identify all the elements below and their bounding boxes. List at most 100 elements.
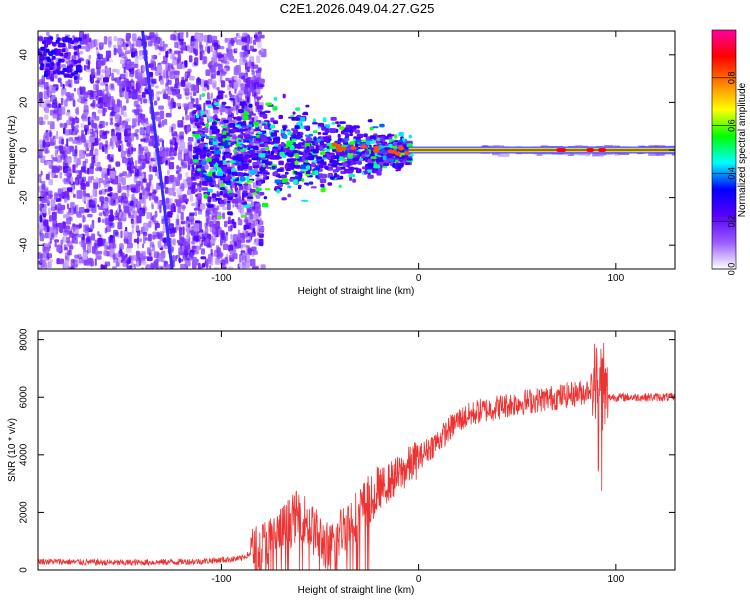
signal-blob (248, 149, 255, 155)
noise-speckle (131, 183, 136, 188)
signal-blob (280, 175, 285, 179)
noise-speckle (139, 238, 143, 243)
noise-speckle (40, 55, 44, 60)
signal-blob (293, 134, 297, 139)
noise-speckle (250, 258, 256, 267)
noise-speckle (172, 59, 178, 66)
signal-blob (338, 184, 342, 188)
noise-speckle (93, 83, 99, 91)
noise-speckle (118, 195, 124, 203)
signal-blob (261, 159, 269, 164)
noise-speckle (110, 118, 113, 123)
noise-speckle (48, 194, 54, 198)
noise-speckle (131, 219, 135, 228)
noise-speckle (118, 76, 122, 80)
noise-speckle (178, 82, 182, 87)
noise-speckle (85, 231, 89, 237)
noise-speckle (177, 204, 182, 214)
noise-speckle (95, 96, 99, 101)
y-tick-label: 8000 (19, 328, 30, 351)
signal-blob (298, 152, 304, 155)
noise-speckle (58, 103, 61, 109)
carrier-hotspot (600, 148, 607, 152)
noise-speckle (121, 252, 125, 262)
noise-speckle (52, 110, 58, 114)
signal-blob (321, 126, 327, 131)
noise-speckle (177, 93, 182, 100)
signal-blob (194, 220, 201, 224)
spectrogram-x-label: Height of straight line (km) (298, 286, 415, 297)
x-tick-label: 100 (607, 273, 624, 284)
noise-speckle (196, 182, 200, 187)
noise-speckle (111, 99, 116, 107)
noise-speckle (220, 111, 223, 116)
noise-speckle (223, 235, 228, 242)
noise-speckle (123, 194, 127, 201)
signal-blob (272, 106, 278, 111)
noise-speckle (205, 113, 211, 119)
noise-speckle (132, 210, 138, 219)
noise-speckle (203, 102, 206, 112)
signal-blob (193, 207, 199, 211)
signal-blob (397, 142, 403, 146)
noise-speckle (117, 221, 123, 230)
noise-speckle (204, 126, 209, 134)
noise-speckle (120, 150, 126, 159)
noise-speckle (146, 264, 150, 269)
noise-speckle (181, 135, 184, 140)
noise-speckle (74, 239, 77, 244)
noise-speckle (62, 166, 68, 173)
noise-speckle (172, 255, 176, 263)
signal-blob (314, 170, 319, 176)
signal-blob (197, 168, 201, 172)
signal-blob (273, 130, 279, 133)
noise-speckle (69, 146, 74, 152)
noise-speckle (239, 51, 244, 58)
noise-speckle (65, 37, 70, 42)
noise-speckle (38, 174, 42, 183)
noise-speckle (232, 135, 236, 140)
signal-blob (235, 143, 240, 147)
signal-blob (253, 121, 260, 126)
signal-blob (286, 158, 291, 163)
noise-speckle (161, 256, 165, 263)
signal-blob (231, 198, 239, 204)
noise-speckle (114, 123, 119, 127)
signal-blob (339, 175, 344, 180)
noise-speckle (165, 264, 171, 269)
signal-blob (250, 135, 256, 139)
noise-speckle (109, 209, 113, 218)
noise-speckle (165, 50, 169, 58)
noise-speckle (212, 227, 218, 235)
noise-speckle (249, 213, 254, 220)
noise-speckle (131, 86, 135, 91)
noise-speckle (108, 59, 114, 63)
noise-speckle (142, 65, 146, 72)
signal-blob (239, 101, 246, 106)
signal-blob (194, 131, 201, 134)
signal-blob (347, 155, 353, 159)
noise-speckle (103, 36, 108, 45)
noise-speckle (66, 249, 73, 256)
signal-blob (234, 178, 240, 182)
signal-blob (369, 135, 376, 140)
noise-speckle (73, 193, 76, 198)
noise-speckle (161, 250, 166, 259)
noise-speckle (241, 265, 246, 269)
signal-blob (212, 172, 216, 177)
signal-blob (249, 169, 257, 174)
signal-blob (278, 160, 284, 166)
noise-speckle (124, 90, 131, 99)
signal-blob (334, 172, 338, 178)
signal-blob (229, 160, 236, 164)
noise-speckle (103, 250, 108, 256)
signal-blob (341, 151, 346, 157)
signal-blob (304, 142, 311, 148)
noise-speckle (38, 222, 44, 230)
noise-speckle (90, 90, 94, 98)
noise-speckle (140, 138, 146, 142)
noise-speckle (130, 156, 133, 162)
noise-speckle (69, 245, 74, 250)
signal-blob (216, 118, 221, 121)
signal-blob (324, 129, 330, 134)
